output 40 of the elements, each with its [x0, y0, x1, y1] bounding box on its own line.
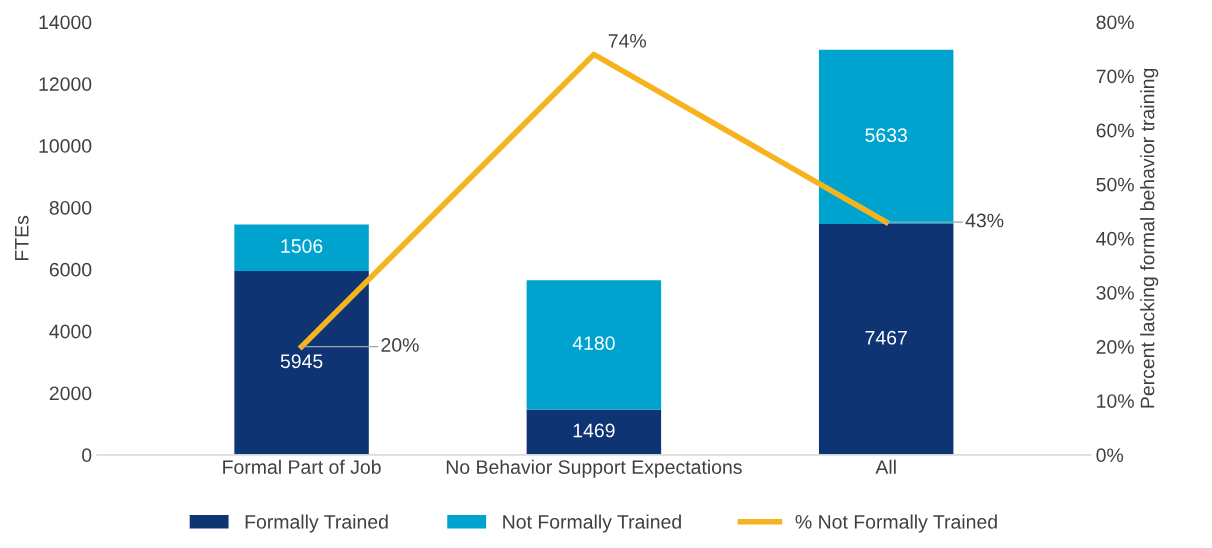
y2-tick-label: 60% [1096, 123, 1134, 138]
x-tick-label: All [875, 459, 896, 474]
data-label: 1469 [573, 423, 615, 438]
y-axis-title: FTEs [15, 215, 29, 261]
y2-axis-title: Percent lacking formal behavior training [1140, 68, 1159, 408]
y2-tick-label: 50% [1096, 177, 1134, 192]
y-tick-label: 10000 [39, 139, 92, 153]
y2-tick-label: 30% [1096, 285, 1134, 300]
data-label: 43% [965, 213, 1004, 228]
y-tick-label: 0 [82, 448, 92, 463]
x-tick-label: Formal Part of Job [223, 459, 381, 474]
y2-tick-label: 20% [1096, 340, 1134, 354]
bar [526, 280, 662, 410]
y2-tick-label: 80% [1096, 15, 1134, 30]
bar [234, 271, 369, 455]
bar [818, 223, 954, 455]
data-label: 4180 [572, 336, 615, 351]
bar [818, 49, 954, 224]
legend-label: Not Formally Trained [503, 514, 681, 533]
y-tick-label: 6000 [49, 262, 92, 277]
data-label: 5633 [865, 128, 907, 143]
data-label: 74% [608, 34, 646, 48]
y-tick-label: 4000 [49, 324, 92, 339]
x-tick-label: No Behavior Support Expectations [446, 459, 742, 478]
y2-tick-label: 70% [1096, 69, 1134, 84]
legend-label: Formally Trained [245, 514, 388, 533]
y2-tick-label: 10% [1097, 394, 1134, 408]
data-label: 1506 [281, 239, 323, 253]
bar [526, 409, 662, 455]
y2-tick-label: 40% [1096, 231, 1134, 246]
y2-tick-label: 0% [1096, 448, 1124, 463]
legend-label: % Not Formally Trained [795, 514, 997, 533]
bar [234, 224, 369, 271]
y-tick-label: 2000 [49, 386, 92, 401]
y-tick-label: 8000 [49, 200, 92, 215]
data-label: 20% [381, 338, 419, 352]
y-tick-label: 12000 [39, 77, 92, 91]
data-label: 7467 [865, 330, 907, 345]
y-tick-label: 14000 [39, 15, 92, 30]
data-label: 5945 [280, 354, 323, 369]
